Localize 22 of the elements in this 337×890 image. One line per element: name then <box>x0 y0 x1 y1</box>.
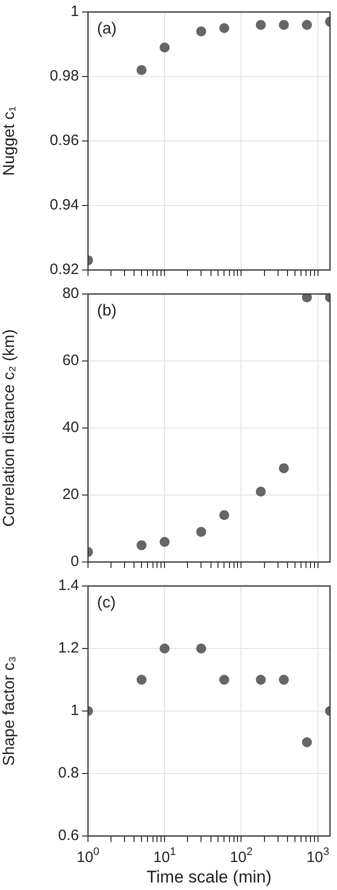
y-tick-label: 80 <box>62 285 79 302</box>
y-axis-title: Correlation distance c₂ (km) <box>1 329 18 527</box>
y-tick-label: 1 <box>70 3 79 20</box>
y-tick-label: 0.96 <box>50 132 79 150</box>
y-tick-label: 20 <box>62 486 79 504</box>
annotation: (b) <box>97 302 117 320</box>
y-tick-label: 1.2 <box>58 640 79 657</box>
annotation: (c) <box>97 594 116 612</box>
annotation: (a) <box>97 20 117 38</box>
y-tick-label: 40 <box>62 419 79 436</box>
y-tick-label: 0.8 <box>58 764 79 782</box>
y-tick-label: 0 <box>70 553 79 570</box>
y-tick-label: 1 <box>70 702 79 720</box>
x-axis-title: Time scale (min) <box>146 867 272 886</box>
y-tick-label: 0.6 <box>58 827 79 844</box>
y-axis-title: Nugget c₁ <box>1 106 18 176</box>
y-tick-label: 60 <box>62 352 79 370</box>
y-tick-label: 0.94 <box>50 196 79 214</box>
y-tick-label: 1.4 <box>58 577 79 594</box>
y-tick-label: 0.92 <box>50 261 79 278</box>
y-tick-label: 0.98 <box>50 68 79 85</box>
y-axis-title: Shape factor c₃ <box>1 656 18 766</box>
